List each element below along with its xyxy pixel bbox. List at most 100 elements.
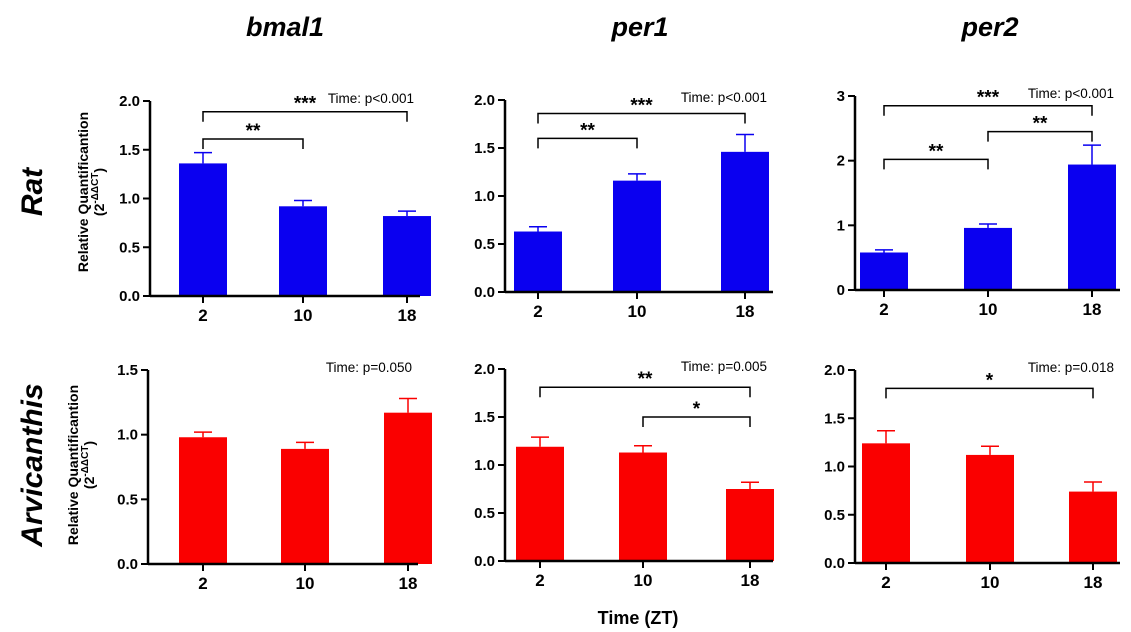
significance-stars: * bbox=[693, 399, 701, 420]
bracket-line bbox=[539, 386, 751, 398]
panel-arvicanthis-per2: 0.0 0.5 1.0 1.5 2.0 2 10 18 Time: p=0.018 * bbox=[824, 360, 1120, 592]
significance-stars: ** bbox=[580, 120, 595, 141]
panel-arvicanthis-bmal1: 0.0 0.5 1.0 1.5 2 10 18 Time: p=0.050 bbox=[117, 360, 432, 593]
bracket-line bbox=[537, 137, 638, 149]
y-tick-label: 1.0 bbox=[824, 459, 845, 476]
significance-stars: ** bbox=[929, 141, 944, 162]
bar-2 bbox=[179, 163, 227, 296]
x-tick-label: 18 bbox=[399, 574, 418, 593]
bracket-line bbox=[537, 112, 746, 124]
bracket-line bbox=[202, 138, 304, 150]
bar-10 bbox=[281, 448, 329, 564]
y-tick-label: 2.0 bbox=[824, 362, 845, 379]
x-tick-label: 18 bbox=[398, 306, 417, 325]
significance-stars: * bbox=[986, 370, 994, 391]
y-axis-label-arvicanthis-line1: Relative Quantificantion bbox=[65, 385, 81, 545]
significance-bracket: * bbox=[885, 370, 1094, 399]
bar-2 bbox=[516, 446, 564, 561]
y-tick-label: 1.5 bbox=[474, 409, 495, 426]
x-tick-label: 10 bbox=[628, 302, 647, 321]
y-tick-label: 1.0 bbox=[474, 188, 495, 205]
y-tick-label: 1 bbox=[837, 217, 845, 234]
significance-bracket: ** bbox=[202, 121, 304, 150]
y-tick-label: 2.0 bbox=[474, 92, 495, 109]
bar-18 bbox=[1068, 164, 1116, 290]
y-tick-label: 1.0 bbox=[119, 191, 140, 208]
y-tick-label: 0.0 bbox=[474, 553, 495, 570]
bar-18 bbox=[383, 216, 431, 296]
x-tick-label: 10 bbox=[296, 574, 315, 593]
bar-2 bbox=[860, 252, 908, 290]
y-tick-label: 0.5 bbox=[474, 236, 495, 253]
x-tick-label: 10 bbox=[981, 573, 1000, 592]
p-value-label: Time: p<0.001 bbox=[681, 90, 767, 105]
y-tick-label: 0.0 bbox=[824, 555, 845, 572]
p-value-label: Time: p<0.001 bbox=[1028, 86, 1114, 101]
x-tick-label: 10 bbox=[979, 300, 998, 319]
bar-10 bbox=[279, 206, 327, 296]
x-tick-label: 10 bbox=[294, 306, 313, 325]
significance-bracket: ** bbox=[883, 141, 989, 170]
y-tick-label: 0.0 bbox=[117, 556, 138, 573]
p-value-label: Time: p=0.005 bbox=[681, 359, 767, 374]
x-tick-label: 18 bbox=[741, 571, 760, 590]
column-title-per2: per2 bbox=[960, 12, 1018, 42]
p-value-label: Time: p=0.050 bbox=[326, 360, 412, 375]
bracket-line bbox=[642, 416, 751, 427]
y-tick-label: 0.5 bbox=[824, 507, 845, 524]
y-tick-label: 3 bbox=[837, 88, 845, 105]
significance-bracket: *** bbox=[537, 95, 746, 124]
significance-stars: *** bbox=[294, 94, 317, 115]
y-tick-label: 1.5 bbox=[119, 142, 140, 159]
y-tick-label: 0.5 bbox=[117, 491, 138, 508]
x-tick-label: 18 bbox=[1083, 300, 1102, 319]
bar-10 bbox=[966, 454, 1014, 563]
bar-2 bbox=[179, 437, 227, 564]
y-tick-label: 2.0 bbox=[119, 93, 140, 110]
bar-10 bbox=[619, 452, 667, 561]
y-tick-label: 1.0 bbox=[117, 427, 138, 444]
significance-bracket: *** bbox=[202, 94, 408, 122]
y-tick-label: 0.5 bbox=[119, 239, 140, 256]
row-title-rat: Rat bbox=[16, 166, 49, 216]
y-tick-label: 2 bbox=[837, 153, 845, 170]
bracket-line bbox=[987, 130, 1093, 142]
y-tick-label: 1.5 bbox=[824, 410, 845, 427]
x-axis-title: Time (ZT) bbox=[598, 608, 679, 628]
x-tick-label: 2 bbox=[881, 573, 890, 592]
bar-10 bbox=[613, 180, 661, 292]
row-title-arvicanthis: Arvicanthis bbox=[16, 383, 49, 547]
bracket-line bbox=[202, 110, 408, 122]
bar-10 bbox=[964, 227, 1012, 290]
x-tick-label: 10 bbox=[634, 571, 653, 590]
bar-2 bbox=[862, 443, 910, 563]
bar-18 bbox=[721, 151, 769, 292]
x-tick-label: 2 bbox=[198, 574, 207, 593]
y-tick-label: 1.0 bbox=[474, 457, 495, 474]
y-tick-label: 2.0 bbox=[474, 361, 495, 378]
bracket-line bbox=[883, 158, 989, 170]
y-axis-label-arvicanthis-line2: (2-ΔΔCT) bbox=[80, 441, 97, 489]
significance-bracket: ** bbox=[537, 120, 638, 149]
y-tick-label: 0.5 bbox=[474, 505, 495, 522]
bracket-line bbox=[883, 104, 1093, 116]
x-tick-label: 18 bbox=[736, 302, 755, 321]
significance-stars: ** bbox=[638, 369, 653, 390]
x-tick-label: 18 bbox=[1084, 573, 1103, 592]
x-tick-label: 2 bbox=[535, 571, 544, 590]
y-tick-label: 1.5 bbox=[117, 362, 138, 379]
p-value-label: Time: p=0.018 bbox=[1028, 360, 1114, 375]
y-axis-label-rat-line2: (2-ΔΔCT) bbox=[90, 168, 107, 216]
significance-stars: *** bbox=[630, 95, 653, 116]
significance-stars: *** bbox=[977, 88, 1000, 109]
column-title-per1: per1 bbox=[610, 12, 668, 42]
y-tick-label: 0.0 bbox=[119, 288, 140, 305]
x-tick-label: 2 bbox=[198, 306, 207, 325]
x-tick-label: 2 bbox=[879, 300, 888, 319]
y-tick-label: 1.5 bbox=[474, 140, 495, 157]
